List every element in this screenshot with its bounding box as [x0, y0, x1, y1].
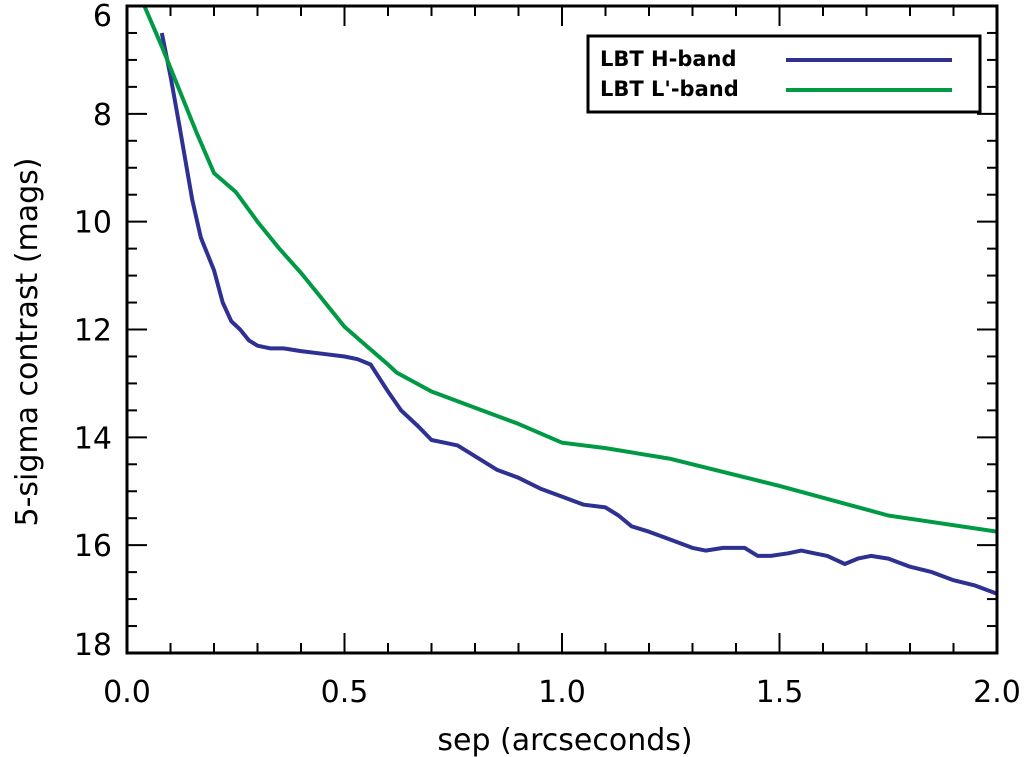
y-tick-label: 18 — [74, 628, 112, 663]
legend-box — [586, 34, 982, 114]
y-tick-label: 10 — [74, 206, 112, 241]
x-tick-label: 1.0 — [538, 675, 586, 710]
axis-layer: 0.0 0.5 1.0 1.5 2.0 6 8 10 12 14 16 18 — [74, 0, 1021, 710]
series-line-h-band — [159, 32, 997, 596]
legend-label-l-band: LBT L'-band — [600, 77, 739, 101]
legend-label-h-band: LBT H-band — [600, 47, 737, 71]
series-line-l-band — [142, 6, 997, 534]
x-tick-label: 0.5 — [321, 675, 369, 710]
x-axis-title: sep (arcseconds) — [437, 723, 692, 757]
legend: LBT H-band LBT L'-band — [586, 34, 982, 114]
x-tick-label: 0.0 — [103, 675, 151, 710]
series-layer — [142, 6, 997, 596]
y-tick-label: 6 — [93, 0, 112, 34]
y-axis-title: 5-sigma contrast (mags) — [10, 157, 45, 526]
x-tick-label: 2.0 — [973, 675, 1021, 710]
y-tick-label: 14 — [74, 421, 112, 456]
y-tick-label: 8 — [93, 98, 112, 133]
y-tick-label: 12 — [74, 314, 112, 349]
x-tick-label: 1.5 — [756, 675, 804, 710]
y-tick-label: 16 — [74, 529, 112, 564]
